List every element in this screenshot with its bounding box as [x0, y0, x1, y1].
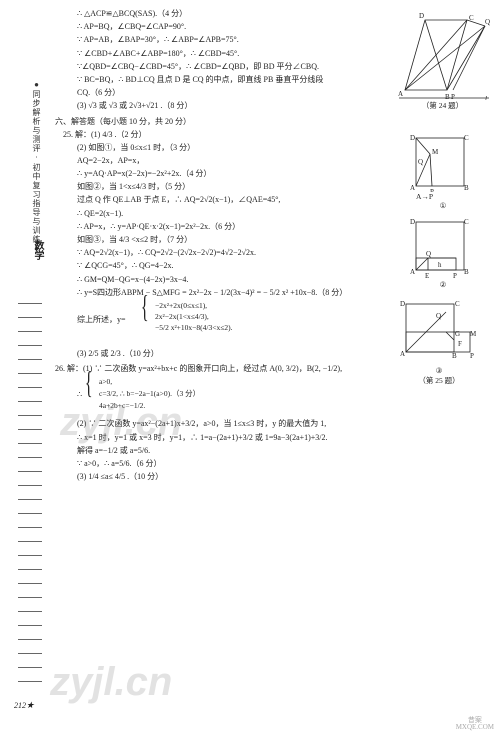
- q26-line: ∴ x=1 时，y=1 或 x=3 时，y=1，∴ 1=a−(2a+1)+3/2…: [55, 432, 490, 443]
- margin-lines: [18, 290, 42, 682]
- watermark: zyjl.cn: [50, 660, 172, 705]
- piece: −5/2 x²+10x−8(4/3<x≤2).: [155, 322, 232, 333]
- arrow-label: A→P: [408, 192, 478, 201]
- badge-line: MXQE.COM: [456, 724, 494, 732]
- figure-caption: （第 25 题）: [400, 375, 478, 386]
- figure-24: A B C D P Q l （第 24 题）: [395, 8, 490, 111]
- svg-text:B: B: [464, 268, 469, 276]
- figure-svg: A B C D P Q l: [395, 8, 490, 100]
- q26-line: (2) ∵ 二次函数 y=ax²−(2a+1)x+3/2，a>0，当 1≤x≤3…: [55, 418, 490, 429]
- pt-l: l: [485, 95, 487, 100]
- svg-text:M: M: [470, 330, 477, 338]
- piece: a>0,: [99, 376, 200, 388]
- subject-label: 数学: [30, 240, 45, 260]
- brace-icon: {: [141, 298, 149, 316]
- therefore: ∴: [77, 390, 82, 399]
- svg-text:P: P: [470, 352, 474, 360]
- figure-svg: A B C D M G FP Q: [400, 300, 478, 366]
- svg-text:Q: Q: [426, 250, 431, 258]
- q26-line: ∵ a>0，∴ a=5/6.（6 分）: [55, 458, 490, 469]
- pt-P: P: [451, 93, 455, 100]
- brace-icon: {: [85, 374, 93, 392]
- q26-line: 解得 a=−1/2 或 a=5/6.: [55, 445, 490, 456]
- figure-25-3: A B C D M G FP Q ③ （第 25 题）: [400, 300, 478, 386]
- fignum: ②: [408, 280, 478, 289]
- svg-text:D: D: [400, 300, 405, 308]
- fignum: ①: [408, 201, 478, 210]
- text: 25. 解：(1) 4/3 .（2 分）: [63, 130, 147, 139]
- svg-text:A: A: [410, 268, 415, 276]
- pt-C: C: [469, 14, 474, 22]
- piece: 2x²−2x(1<x≤4/3),: [155, 311, 232, 322]
- source-badge: 昔案 MXQE.COM: [456, 717, 494, 732]
- svg-text:G: G: [455, 330, 460, 338]
- svg-text:E: E: [425, 272, 429, 280]
- piece: c=3/2, ∴ b=−2a−1(a>0).（3 分）: [99, 388, 200, 400]
- svg-text:D: D: [410, 134, 415, 142]
- pt-D: D: [419, 12, 424, 20]
- star-icon: ★: [26, 700, 34, 710]
- pt-Q: Q: [485, 18, 490, 26]
- svg-text:A: A: [410, 184, 415, 192]
- piece: −2x²+2x(0≤x≤1),: [155, 300, 232, 311]
- pagenum-text: 212: [14, 701, 26, 710]
- svg-text:P: P: [453, 272, 457, 280]
- svg-text:D: D: [410, 218, 415, 226]
- svg-text:h: h: [438, 261, 442, 269]
- svg-text:C: C: [464, 134, 469, 142]
- figure-svg: AB CD MP Q: [408, 132, 478, 192]
- figure-25-2: A B C D E P Qh ②: [408, 218, 478, 289]
- page-number: 212★: [14, 700, 34, 711]
- sidebar-title: ●同步解析与测评·初中复习指导与训练●: [30, 80, 42, 254]
- svg-text:A: A: [400, 350, 405, 358]
- svg-text:Q: Q: [418, 158, 423, 166]
- svg-text:B: B: [452, 352, 457, 360]
- svg-text:M: M: [432, 148, 439, 156]
- figure-caption: （第 24 题）: [395, 100, 490, 111]
- svg-text:C: C: [455, 300, 460, 308]
- svg-text:C: C: [464, 218, 469, 226]
- svg-text:Q: Q: [436, 312, 441, 320]
- fignum: ③: [400, 366, 478, 375]
- q26-line: (3) 1/4 ≤a≤ 4/5 .（10 分）: [55, 471, 490, 482]
- figure-25-1: AB CD MP Q A→P ①: [408, 132, 478, 210]
- qnum: [55, 130, 63, 139]
- figure-svg: A B C D E P Qh: [408, 218, 478, 280]
- pt-A: A: [398, 90, 403, 98]
- section-heading: 六、解答题（每小题 10 分，共 20 分）: [55, 116, 490, 127]
- svg-text:B: B: [464, 184, 469, 192]
- summary-label: 综上所述，y=: [55, 314, 126, 325]
- pt-B: B: [445, 93, 450, 100]
- svg-text:F: F: [458, 340, 462, 348]
- piece: 4a+2b+c=−1/2.: [99, 400, 200, 412]
